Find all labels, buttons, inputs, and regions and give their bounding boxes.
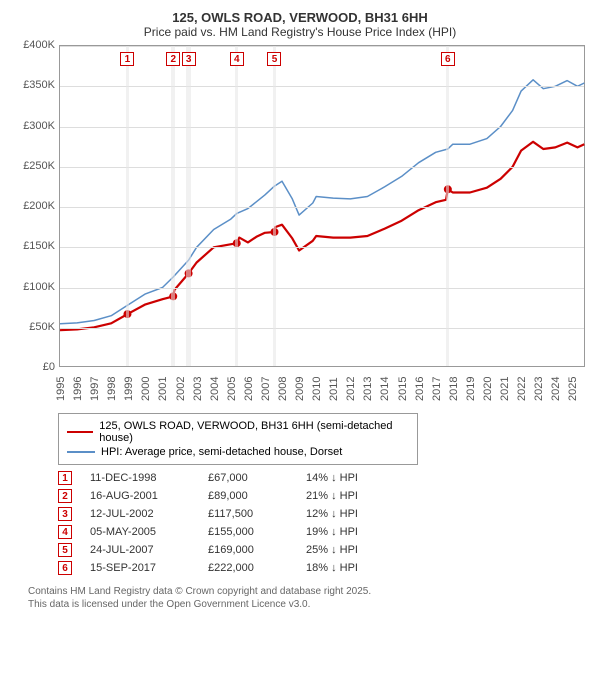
event-band <box>273 46 276 366</box>
legend-swatch <box>67 431 93 433</box>
row-delta: 12% ↓ HPI <box>306 508 396 520</box>
transaction-row: 4 05-MAY-2005 £155,000 19% ↓ HPI <box>58 525 586 539</box>
x-axis-tick: 2025 <box>567 377 600 401</box>
event-band <box>186 46 190 366</box>
y-axis-tick: £100K <box>15 281 55 293</box>
legend-label: 125, OWLS ROAD, VERWOOD, BH31 6HH (semi-… <box>99 420 409 444</box>
chart-title: 125, OWLS ROAD, VERWOOD, BH31 6HH <box>14 10 586 25</box>
gridline <box>60 247 584 248</box>
plot-region: 123456 <box>59 45 585 367</box>
legend-item: 125, OWLS ROAD, VERWOOD, BH31 6HH (semi-… <box>67 420 409 444</box>
row-date: 12-JUL-2002 <box>90 508 190 520</box>
row-date: 24-JUL-2007 <box>90 544 190 556</box>
gridline <box>60 288 584 289</box>
event-flag: 4 <box>230 52 244 66</box>
event-band <box>446 46 449 366</box>
legend-swatch <box>67 451 95 453</box>
transaction-table: 1 11-DEC-1998 £67,000 14% ↓ HPI 2 16-AUG-2001… <box>58 471 586 575</box>
row-price: £117,500 <box>208 508 288 520</box>
chart-header: 125, OWLS ROAD, VERWOOD, BH31 6HH Price … <box>14 10 586 39</box>
y-axis-tick: £0 <box>15 361 55 373</box>
row-date: 16-AUG-2001 <box>90 490 190 502</box>
row-date: 05-MAY-2005 <box>90 526 190 538</box>
event-flag: 2 <box>166 52 180 66</box>
gridline <box>60 167 584 168</box>
transaction-row: 2 16-AUG-2001 £89,000 21% ↓ HPI <box>58 489 586 503</box>
event-flag: 1 <box>120 52 134 66</box>
series-price_paid <box>60 142 584 330</box>
event-band <box>235 46 238 366</box>
row-delta: 21% ↓ HPI <box>306 490 396 502</box>
event-flag: 6 <box>441 52 455 66</box>
transaction-row: 6 15-SEP-2017 £222,000 18% ↓ HPI <box>58 561 586 575</box>
row-delta: 19% ↓ HPI <box>306 526 396 538</box>
transaction-row: 3 12-JUL-2002 £117,500 12% ↓ HPI <box>58 507 586 521</box>
row-price: £222,000 <box>208 562 288 574</box>
row-delta: 25% ↓ HPI <box>306 544 396 556</box>
row-flag: 3 <box>58 507 72 521</box>
event-band <box>171 46 175 366</box>
row-price: £67,000 <box>208 472 288 484</box>
gridline <box>60 46 584 47</box>
y-axis-tick: £400K <box>15 39 55 51</box>
legend: 125, OWLS ROAD, VERWOOD, BH31 6HH (semi-… <box>58 413 418 465</box>
gridline <box>60 127 584 128</box>
transaction-row: 1 11-DEC-1998 £67,000 14% ↓ HPI <box>58 471 586 485</box>
gridline <box>60 328 584 329</box>
row-flag: 2 <box>58 489 72 503</box>
attribution-footer: Contains HM Land Registry data © Crown c… <box>28 585 586 611</box>
transaction-row: 5 24-JUL-2007 £169,000 25% ↓ HPI <box>58 543 586 557</box>
row-flag: 6 <box>58 561 72 575</box>
legend-item: HPI: Average price, semi-detached house,… <box>67 446 409 458</box>
y-axis-tick: £350K <box>15 79 55 91</box>
chart-area: £0£50K£100K£150K£200K£250K£300K£350K£400… <box>15 45 585 405</box>
row-flag: 1 <box>58 471 72 485</box>
event-flag: 5 <box>267 52 281 66</box>
row-price: £169,000 <box>208 544 288 556</box>
row-delta: 18% ↓ HPI <box>306 562 396 574</box>
y-axis-tick: £250K <box>15 160 55 172</box>
chart-subtitle: Price paid vs. HM Land Registry's House … <box>14 25 586 39</box>
row-delta: 14% ↓ HPI <box>306 472 396 484</box>
gridline <box>60 86 584 87</box>
footer-line-1: Contains HM Land Registry data © Crown c… <box>28 585 586 598</box>
event-band <box>126 46 129 366</box>
event-flag: 3 <box>182 52 196 66</box>
y-axis-tick: £50K <box>15 321 55 333</box>
row-price: £89,000 <box>208 490 288 502</box>
y-axis-tick: £200K <box>15 200 55 212</box>
y-axis-tick: £150K <box>15 240 55 252</box>
y-axis-tick: £300K <box>15 120 55 132</box>
row-date: 15-SEP-2017 <box>90 562 190 574</box>
row-price: £155,000 <box>208 526 288 538</box>
footer-line-2: This data is licensed under the Open Gov… <box>28 598 586 611</box>
row-flag: 5 <box>58 543 72 557</box>
gridline <box>60 207 584 208</box>
row-flag: 4 <box>58 525 72 539</box>
legend-label: HPI: Average price, semi-detached house,… <box>101 446 342 458</box>
row-date: 11-DEC-1998 <box>90 472 190 484</box>
